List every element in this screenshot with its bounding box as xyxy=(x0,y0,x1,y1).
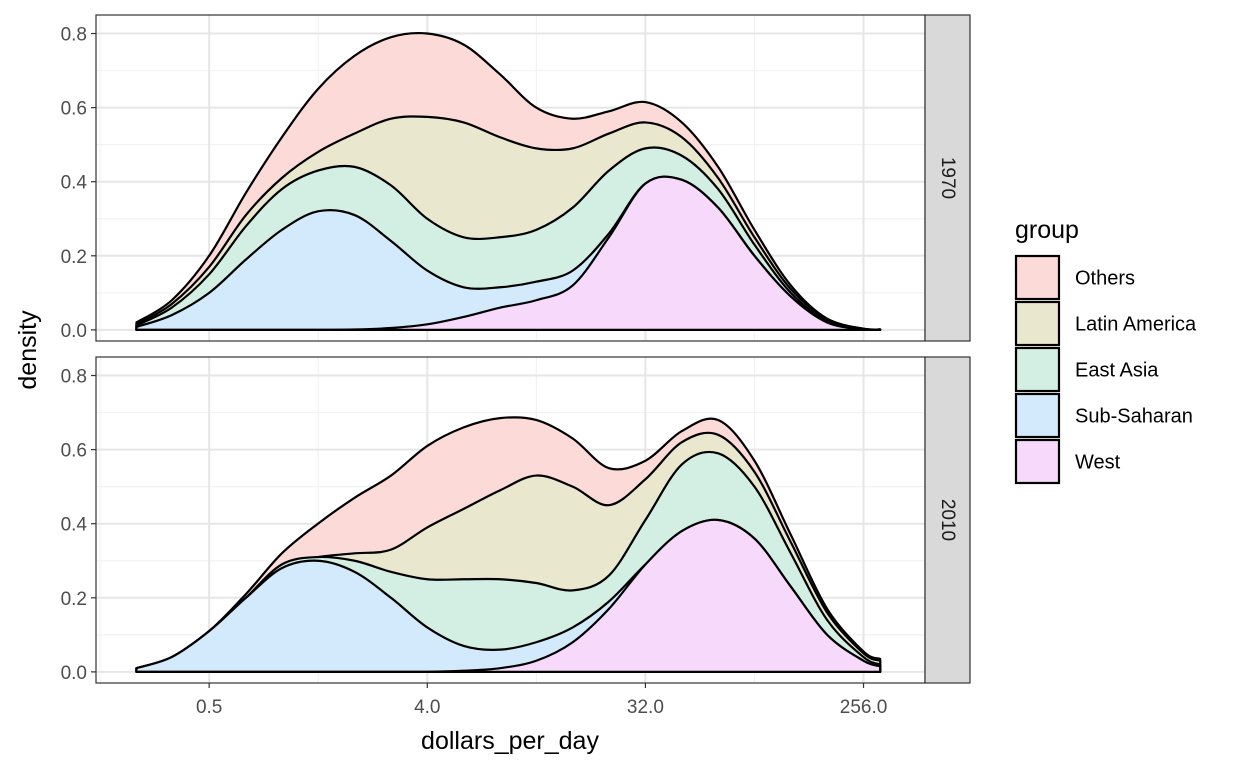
legend-key-east-asia xyxy=(1014,346,1061,393)
legend-key-sub-saharan xyxy=(1014,392,1061,439)
y-axis-title: density xyxy=(14,310,42,390)
y-tick-label: 0.8 xyxy=(61,25,87,46)
facet-panel-2010: 0.0 0.2 0.4 0.6 0.8 2010 0.5 4.0 32.0 256.0 xyxy=(61,356,971,718)
x-tick-label: 256.0 xyxy=(840,697,888,718)
legend-title: group xyxy=(1015,216,1079,244)
y-tick-label: 0.8 xyxy=(61,367,87,388)
y-tick-label: 0.0 xyxy=(61,321,87,342)
facet-strip-label: 1970 xyxy=(937,157,958,199)
y-tick-label: 0.2 xyxy=(61,247,87,268)
x-tick-label: 4.0 xyxy=(414,697,440,718)
facet-strip-label: 2010 xyxy=(937,499,958,541)
legend-key-others xyxy=(1014,254,1061,301)
legend-label-latin-america: Latin America xyxy=(1075,314,1197,336)
legend-key-west xyxy=(1014,438,1061,485)
y-tick-label: 0.6 xyxy=(61,99,87,120)
x-axis-title: dollars_per_day xyxy=(421,727,599,755)
legend-label-sub-saharan: Sub-Saharan xyxy=(1075,406,1193,428)
legend-key-latin-america xyxy=(1014,300,1061,347)
facet-strip xyxy=(924,356,971,684)
y-tick-label: 0.0 xyxy=(61,663,87,684)
y-tick-label: 0.6 xyxy=(61,441,87,462)
density-area-west xyxy=(135,175,882,332)
x-tick-label: 0.5 xyxy=(196,697,222,718)
x-tick-label: 32.0 xyxy=(627,697,664,718)
facet-strip xyxy=(924,14,971,342)
legend-label-east-asia: East Asia xyxy=(1075,360,1159,382)
facets-layer: 0.00.20.40.60.819700.00.20.40.60.820100.… xyxy=(61,14,971,718)
density-area-west xyxy=(135,518,882,674)
legend-label-others: Others xyxy=(1075,268,1135,290)
legend-label-west: West xyxy=(1075,452,1121,474)
y-tick-label: 0.4 xyxy=(61,173,88,194)
y-tick-label: 0.4 xyxy=(61,515,88,536)
facet-panel-1970: 0.0 0.2 0.4 0.6 0.8 1970 xyxy=(61,14,971,342)
y-tick-label: 0.2 xyxy=(61,589,87,610)
legend: Others Latin America East Asia Sub-Saharan W… xyxy=(1014,254,1197,485)
